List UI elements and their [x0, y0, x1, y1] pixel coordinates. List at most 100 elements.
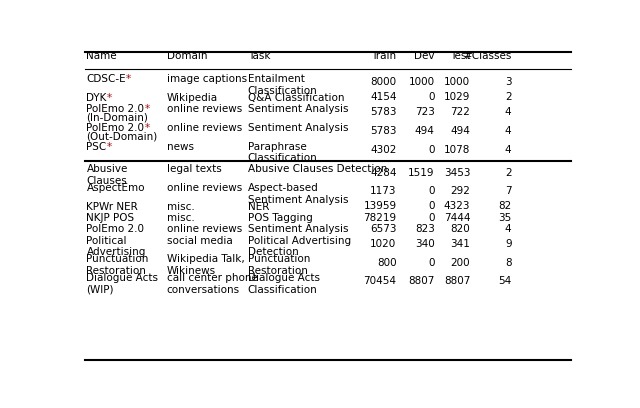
Text: Wikipedia: Wikipedia	[167, 93, 218, 103]
Text: 1029: 1029	[444, 92, 470, 102]
Text: Test: Test	[450, 51, 470, 61]
Text: 9: 9	[505, 239, 511, 249]
Text: *: *	[107, 93, 112, 103]
Text: DYK: DYK	[86, 93, 107, 103]
Text: image captions: image captions	[167, 74, 247, 84]
Text: 78219: 78219	[364, 213, 396, 223]
Text: PolEmo 2.0: PolEmo 2.0	[86, 123, 145, 133]
Text: social media: social media	[167, 235, 232, 246]
Text: Sentiment Analysis: Sentiment Analysis	[248, 123, 348, 133]
Text: legal texts: legal texts	[167, 164, 221, 174]
Text: 5783: 5783	[370, 107, 396, 117]
Text: 0: 0	[428, 145, 435, 155]
Text: 292: 292	[451, 186, 470, 196]
Text: Political Advertising
Detection: Political Advertising Detection	[248, 235, 351, 257]
Text: 13959: 13959	[364, 202, 396, 211]
Text: Entailment
Classification: Entailment Classification	[248, 74, 317, 96]
Text: 3453: 3453	[444, 168, 470, 177]
Text: online reviews: online reviews	[167, 123, 242, 133]
Text: 8807: 8807	[444, 277, 470, 286]
Text: Sentiment Analysis: Sentiment Analysis	[248, 224, 348, 235]
Text: 4: 4	[505, 224, 511, 234]
Text: 0: 0	[428, 257, 435, 268]
Text: Domain: Domain	[167, 51, 207, 61]
Text: 54: 54	[499, 277, 511, 286]
Text: 722: 722	[451, 107, 470, 117]
Text: misc.: misc.	[167, 202, 195, 212]
Text: Paraphrase
Classification: Paraphrase Classification	[248, 142, 317, 163]
Text: AspectEmo: AspectEmo	[86, 183, 145, 193]
Text: 6573: 6573	[370, 224, 396, 234]
Text: *: *	[126, 74, 131, 84]
Text: PolEmo 2.0: PolEmo 2.0	[86, 104, 145, 114]
Text: 494: 494	[451, 126, 470, 136]
Text: Punctuation
Restoration: Punctuation Restoration	[248, 255, 310, 276]
Text: 1173: 1173	[370, 186, 396, 196]
Text: PolEmo 2.0: PolEmo 2.0	[86, 104, 145, 114]
Text: 0: 0	[428, 92, 435, 102]
Text: 820: 820	[451, 224, 470, 234]
Text: 7: 7	[505, 186, 511, 196]
Text: NKJP POS: NKJP POS	[86, 213, 134, 223]
Text: 340: 340	[415, 239, 435, 249]
Text: Dialogue Acts
(WIP): Dialogue Acts (WIP)	[86, 273, 159, 295]
Text: 4284: 4284	[370, 168, 396, 177]
Text: 5783: 5783	[370, 126, 396, 136]
Text: 35: 35	[499, 213, 511, 223]
Text: 1000: 1000	[408, 77, 435, 87]
Text: 200: 200	[451, 257, 470, 268]
Text: PSC: PSC	[86, 142, 107, 152]
Text: Dev: Dev	[414, 51, 435, 61]
Text: 8: 8	[505, 257, 511, 268]
Text: 0: 0	[428, 186, 435, 196]
Text: 0: 0	[428, 202, 435, 211]
Text: 2: 2	[505, 168, 511, 177]
Text: *: *	[107, 142, 112, 152]
Text: #Classes: #Classes	[463, 51, 511, 61]
Text: Abusive Clauses Detection: Abusive Clauses Detection	[248, 164, 387, 174]
Text: 823: 823	[415, 224, 435, 234]
Text: 1519: 1519	[408, 168, 435, 177]
Text: online reviews: online reviews	[167, 224, 242, 235]
Text: online reviews: online reviews	[167, 104, 242, 114]
Text: 7444: 7444	[444, 213, 470, 223]
Text: Wikipedia Talk,
Wikinews: Wikipedia Talk, Wikinews	[167, 255, 244, 276]
Text: (In-Domain): (In-Domain)	[86, 113, 148, 123]
Text: Task: Task	[248, 51, 270, 61]
Text: Sentiment Analysis: Sentiment Analysis	[248, 104, 348, 114]
Text: Abusive
Clauses: Abusive Clauses	[86, 164, 128, 186]
Text: 494: 494	[415, 126, 435, 136]
Text: misc.: misc.	[167, 213, 195, 223]
Text: online reviews: online reviews	[167, 183, 242, 193]
Text: POS Tagging: POS Tagging	[248, 213, 312, 223]
Text: 2: 2	[505, 92, 511, 102]
Text: *: *	[145, 104, 150, 114]
Text: Aspect-based
Sentiment Analysis: Aspect-based Sentiment Analysis	[248, 183, 348, 205]
Text: 70454: 70454	[364, 277, 396, 286]
Text: 4302: 4302	[370, 145, 396, 155]
Text: *: *	[145, 123, 150, 133]
Text: Punctuation
Restoration: Punctuation Restoration	[86, 255, 149, 276]
Text: 3: 3	[505, 77, 511, 87]
Text: 341: 341	[451, 239, 470, 249]
Text: 82: 82	[499, 202, 511, 211]
Text: Train: Train	[371, 51, 396, 61]
Text: 8807: 8807	[408, 277, 435, 286]
Text: 8000: 8000	[371, 77, 396, 87]
Text: DYK: DYK	[86, 93, 107, 103]
Text: 4: 4	[505, 126, 511, 136]
Text: NER: NER	[248, 202, 269, 212]
Text: CDSC-E: CDSC-E	[86, 74, 126, 84]
Text: (Out-Domain): (Out-Domain)	[86, 132, 157, 142]
Text: PSC: PSC	[86, 142, 107, 152]
Text: CDSC-E: CDSC-E	[86, 74, 126, 84]
Text: Q&A Classification: Q&A Classification	[248, 93, 344, 103]
Text: 800: 800	[377, 257, 396, 268]
Text: KPWr NER: KPWr NER	[86, 202, 138, 212]
Text: 4323: 4323	[444, 202, 470, 211]
Text: Dialogue Acts
Classification: Dialogue Acts Classification	[248, 273, 319, 295]
Text: 1000: 1000	[444, 77, 470, 87]
Text: PolEmo 2.0: PolEmo 2.0	[86, 123, 145, 133]
Text: 0: 0	[428, 213, 435, 223]
Text: 723: 723	[415, 107, 435, 117]
